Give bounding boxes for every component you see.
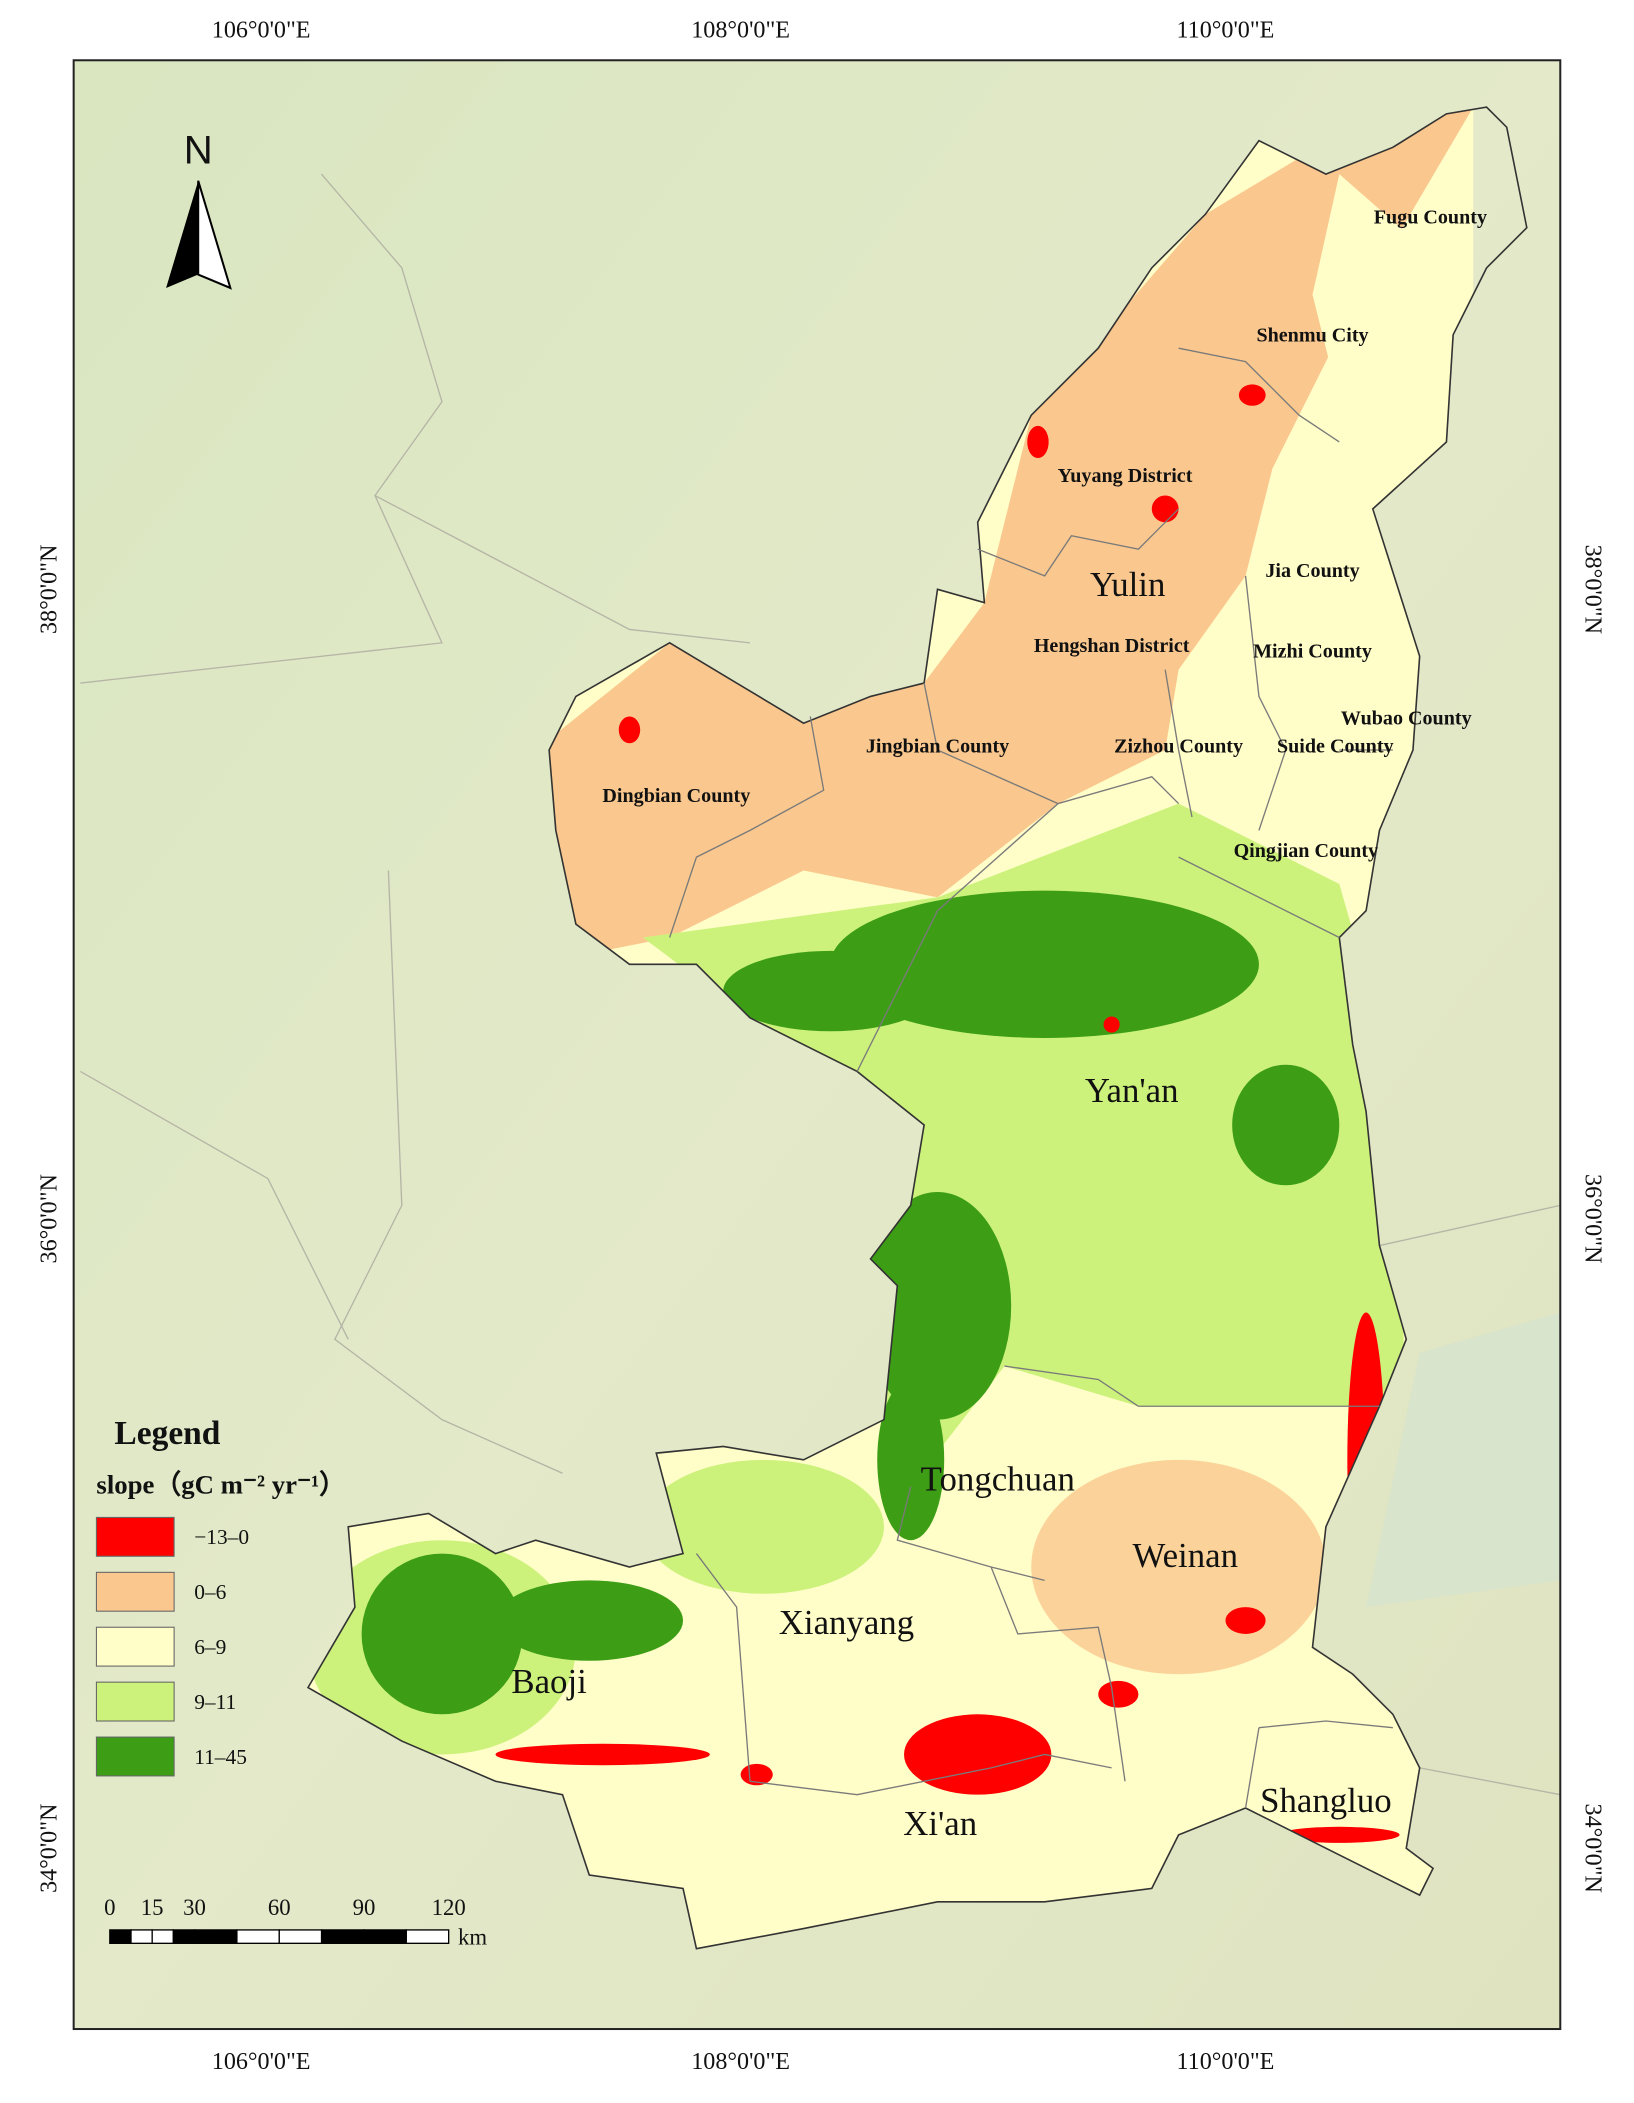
legend-title: Legend — [114, 1415, 220, 1452]
class-neg — [618, 716, 641, 744]
city-label: Weinan — [1133, 1536, 1238, 1575]
lon-label: 110°0'0"E — [1177, 18, 1275, 44]
scale-unit: km — [458, 1925, 487, 1950]
legend-label: 0–6 — [194, 1580, 226, 1604]
class-11-45 — [1232, 1064, 1340, 1186]
class-6-9 — [1312, 174, 1447, 509]
city-label: Xianyang — [779, 1603, 914, 1642]
class-neg — [1279, 1826, 1400, 1843]
class-neg — [1027, 425, 1049, 459]
scale-segment — [151, 1929, 175, 1944]
class-neg — [1151, 495, 1179, 523]
city-label: Yulin — [1090, 565, 1165, 604]
lon-label: 110°0'0"E — [1177, 2049, 1275, 2075]
scale-tick: 120 — [432, 1895, 466, 1920]
class-neg — [1098, 1680, 1139, 1708]
county-label: Wubao County — [1341, 708, 1472, 730]
slope-raster — [308, 107, 1474, 1949]
legend-subtitle: slope（gC m⁻² yr⁻¹） — [96, 1469, 345, 1499]
county-label: Hengshan District — [1034, 635, 1190, 657]
scale-tick: 0 — [104, 1895, 115, 1920]
class-11-45 — [495, 1580, 684, 1661]
scale-tick: 60 — [268, 1895, 291, 1920]
scale-segment — [109, 1929, 132, 1944]
scale-segment — [278, 1929, 323, 1944]
north-arrow: N — [166, 127, 232, 290]
county-label: Mizhi County — [1253, 641, 1372, 663]
legend-swatch — [95, 1626, 175, 1667]
scale-tick: 90 — [353, 1895, 376, 1920]
lon-label: 106°0'0"E — [212, 2049, 311, 2075]
north-arrow-right — [197, 180, 232, 290]
lat-label: 34°0'0"N — [1580, 1804, 1606, 1893]
lat-label: 36°0'0"N — [36, 1174, 62, 1263]
class-neg — [1225, 1607, 1266, 1634]
class-neg — [1238, 384, 1266, 406]
district-boundaries — [669, 347, 1393, 1809]
legend-swatch — [95, 1571, 175, 1612]
lat-label: 34°0'0"N — [36, 1804, 62, 1893]
class-11-45 — [877, 1379, 945, 1541]
scale-segment — [405, 1929, 450, 1944]
scale-segment — [320, 1929, 365, 1944]
legend-label: −13–0 — [194, 1525, 249, 1549]
legend-swatch — [95, 1736, 175, 1777]
class-0-6 — [535, 107, 1474, 965]
county-label: Jia County — [1265, 560, 1359, 582]
city-label: Tongchuan — [921, 1460, 1075, 1499]
class-neg — [495, 1743, 710, 1766]
scale-tick: 15 — [141, 1895, 164, 1920]
basemap-valley — [1366, 1312, 1561, 1608]
scale-segment — [193, 1929, 238, 1944]
county-label: Yuyang District — [1058, 465, 1193, 487]
lon-label: 108°0'0"E — [691, 18, 790, 44]
north-label: N — [184, 127, 213, 172]
class-11-45 — [863, 1191, 1012, 1420]
legend-swatch — [95, 1681, 175, 1722]
class-11-45 — [830, 890, 1259, 1038]
lat-label: 38°0'0"N — [36, 545, 62, 634]
outer-boundaries — [80, 173, 1561, 1796]
scale-tick: 30 — [183, 1895, 206, 1920]
county-label: Qingjian County — [1234, 840, 1379, 862]
county-label: Fugu County — [1374, 207, 1487, 229]
county-label: Shenmu City — [1256, 325, 1368, 347]
legend-label: 11–45 — [194, 1745, 247, 1769]
class-neg — [1103, 1016, 1120, 1033]
county-label: Suide County — [1277, 736, 1394, 758]
county-label: Dingbian County — [602, 785, 750, 807]
city-label: Yan'an — [1085, 1071, 1179, 1110]
lon-label: 108°0'0"E — [691, 2049, 790, 2075]
scale-segment — [172, 1929, 196, 1944]
lat-label: 38°0'0"N — [1580, 545, 1606, 634]
legend-swatch — [95, 1516, 175, 1557]
north-arrow-left — [166, 180, 199, 288]
class-neg — [904, 1714, 1052, 1795]
class-11-45 — [723, 950, 938, 1032]
class-9-11 — [642, 1459, 884, 1594]
city-label: Baoji — [511, 1662, 587, 1701]
lat-label: 36°0'0"N — [1580, 1174, 1606, 1263]
legend-label: 9–11 — [194, 1690, 236, 1714]
map-body: N Legend slope（gC m⁻² yr⁻¹） km 106°0'0"E… — [36, 18, 1605, 2076]
city-label: Shangluo — [1260, 1781, 1392, 1820]
city-label: Xi'an — [903, 1804, 977, 1843]
scale-segment — [236, 1929, 280, 1944]
class-11-45 — [361, 1553, 523, 1715]
lon-label: 106°0'0"E — [212, 18, 311, 44]
county-label: Zizhou County — [1114, 736, 1243, 758]
scale-segment — [130, 1929, 153, 1944]
map-frame — [72, 59, 1562, 2031]
legend-label: 6–9 — [194, 1635, 226, 1659]
county-label: Jingbian County — [866, 736, 1009, 758]
scale-segment — [363, 1929, 407, 1944]
